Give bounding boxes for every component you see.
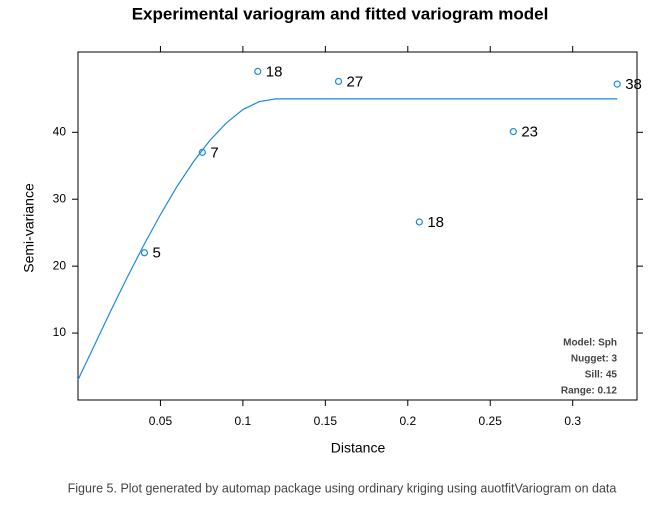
point-label: 27 (347, 73, 364, 90)
point-label: 7 (210, 144, 218, 161)
model-annotation: Model: Sph (563, 338, 617, 349)
x-tick-label: 0.05 (149, 414, 173, 428)
y-tick-label: 40 (53, 124, 67, 138)
point-label: 5 (152, 245, 160, 262)
y-axis-label: Semi-variance (21, 183, 37, 273)
model-line (77, 98, 618, 381)
model-annotation: Range: 0.12 (561, 386, 618, 397)
caption: Figure 5. Plot generated by automap pack… (68, 481, 617, 495)
x-tick-label: 0.25 (479, 414, 503, 428)
point (613, 80, 621, 88)
point (198, 148, 206, 156)
point (509, 128, 517, 136)
model-annotation: Sill: 45 (585, 370, 618, 381)
point (140, 249, 149, 257)
point-label: 18 (427, 214, 444, 231)
y-tick-label: 10 (53, 325, 67, 339)
point-label: 18 (266, 63, 283, 80)
chart-title: Experimental variogram and fitted variog… (132, 4, 549, 23)
x-tick-label: 0.3 (564, 414, 581, 428)
point-label: 23 (521, 124, 538, 141)
x-tick-label: 0.15 (314, 414, 338, 428)
y-tick-label: 30 (53, 191, 67, 205)
y-tick-label: 20 (53, 258, 67, 272)
point (334, 77, 343, 86)
point (415, 218, 423, 226)
point (254, 67, 262, 76)
plot-frame (77, 51, 638, 401)
x-tick-label: 0.1 (235, 414, 252, 428)
point-label: 38 (625, 76, 642, 93)
model-annotation: Nugget: 3 (571, 354, 618, 365)
x-tick-label: 0.2 (399, 414, 416, 428)
x-axis-label: Distance (331, 440, 386, 456)
